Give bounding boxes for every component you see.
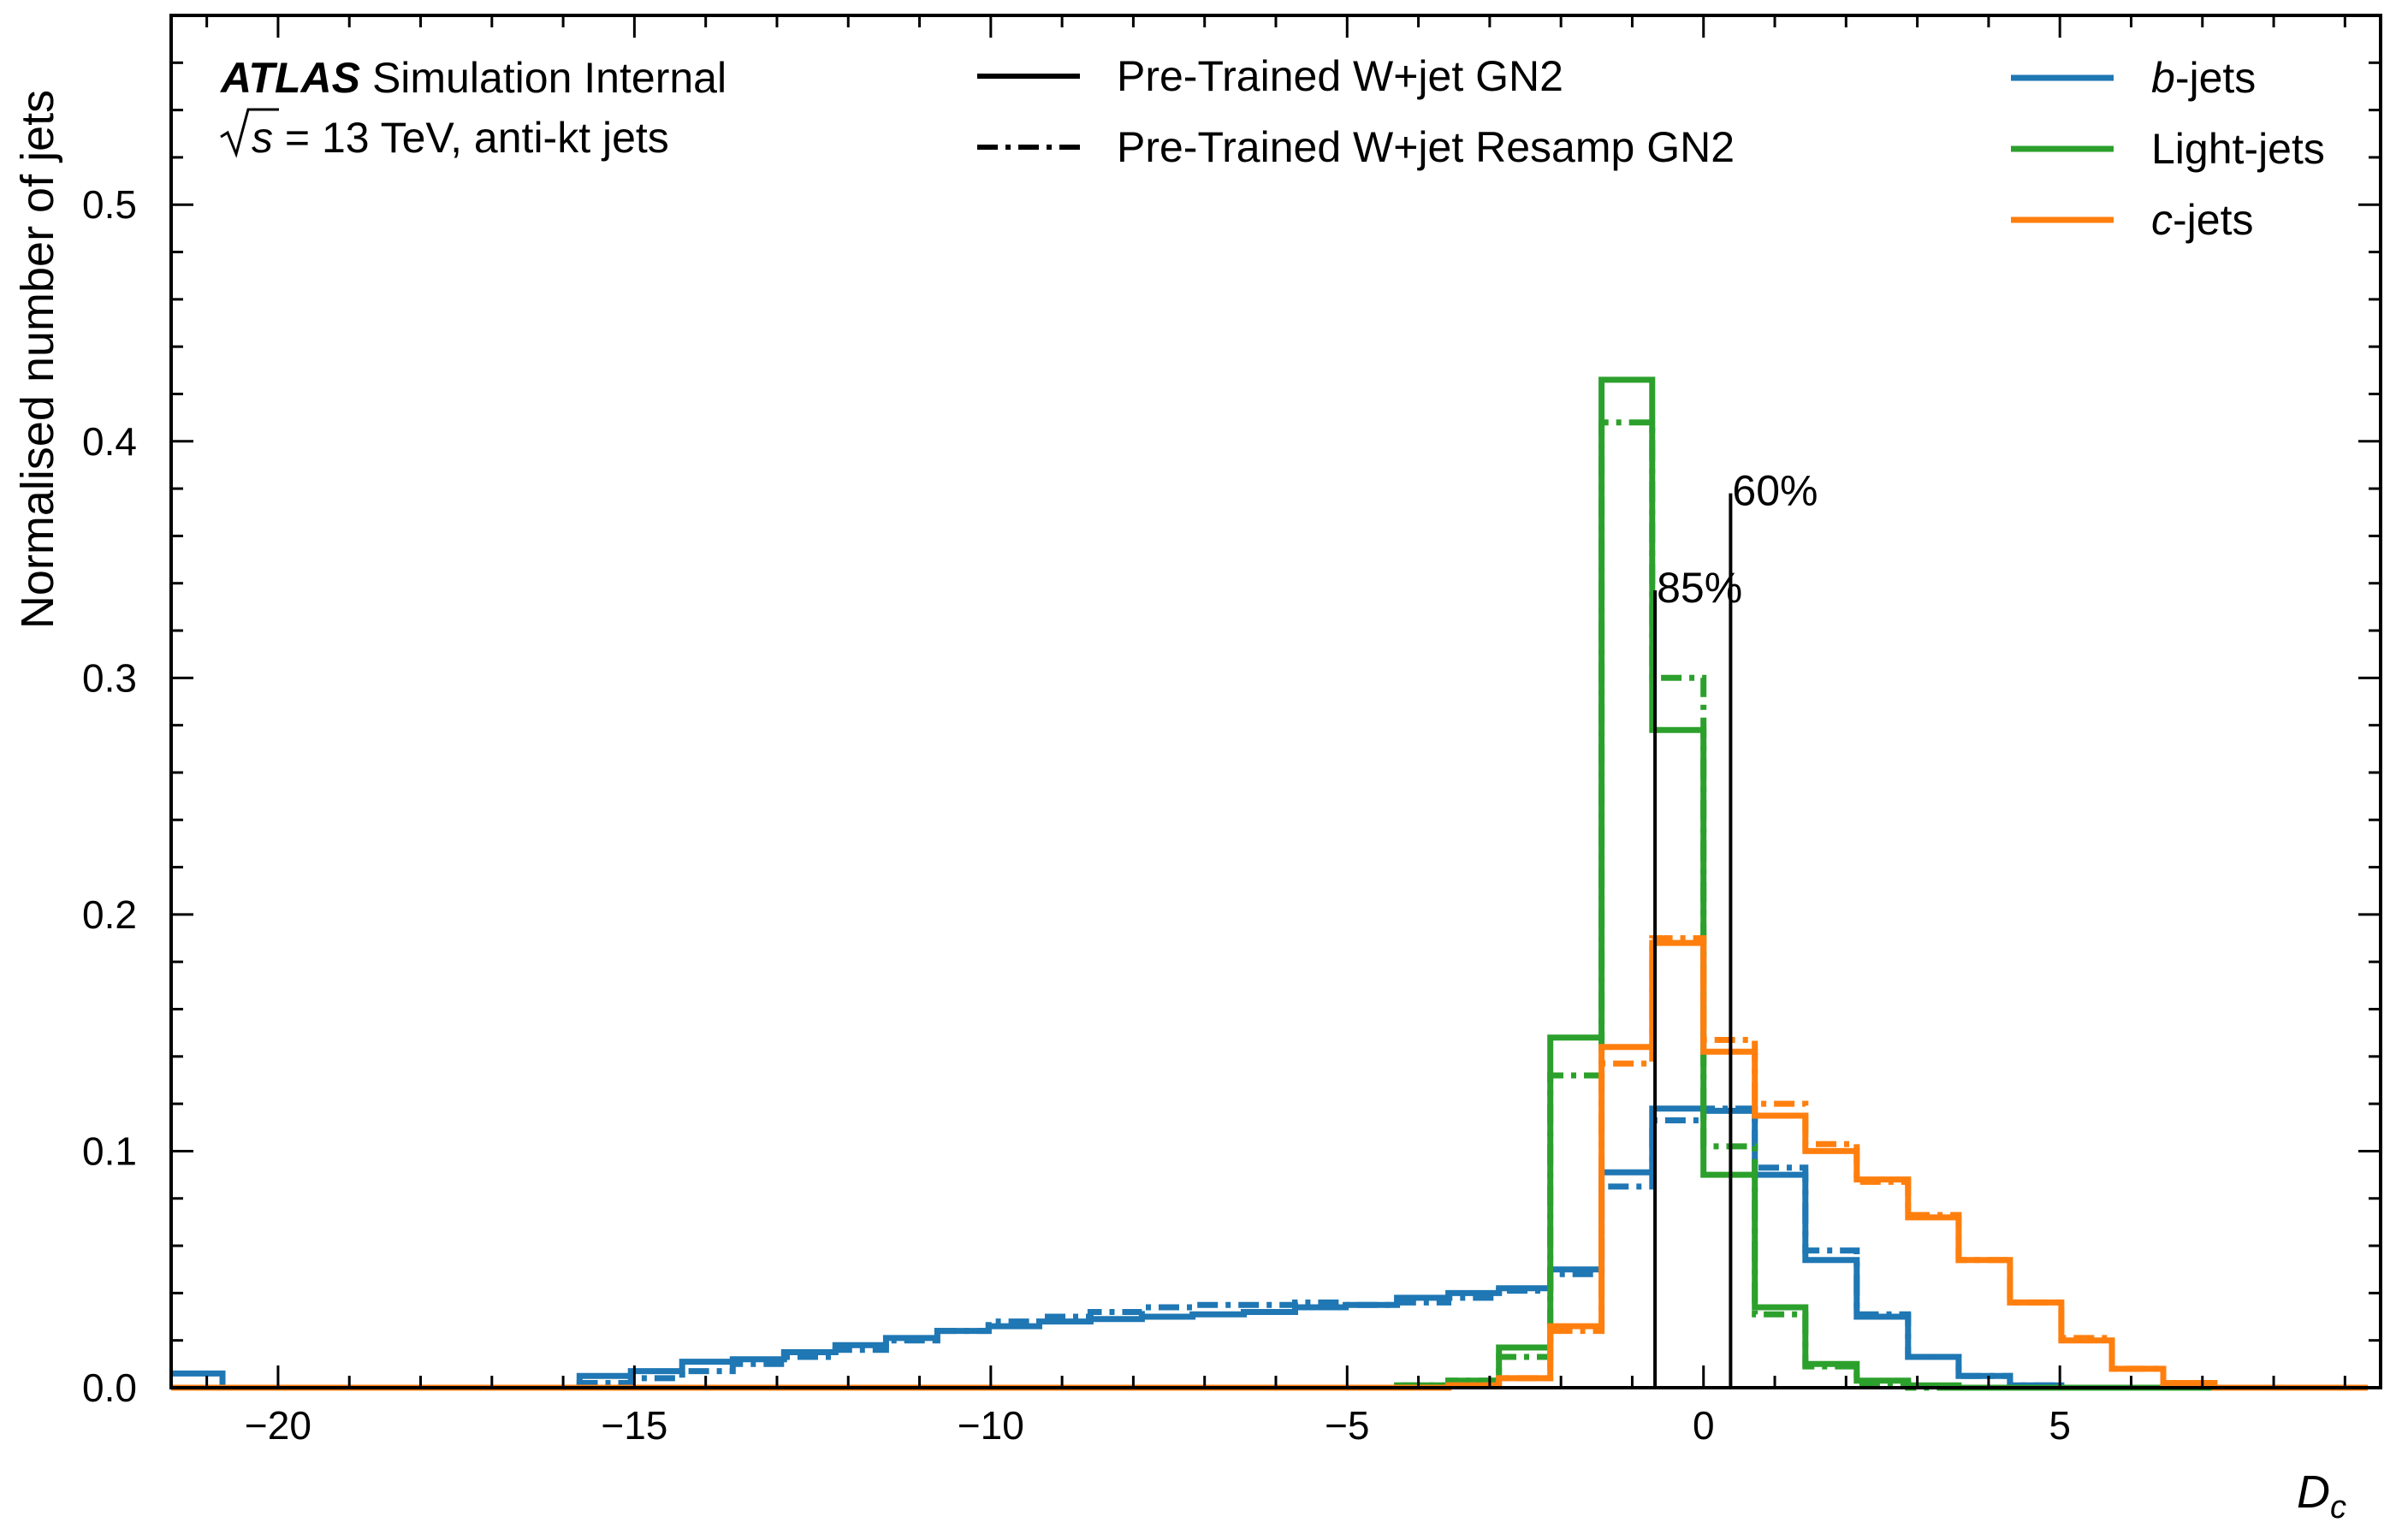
x-tick-label: −5 (1325, 1403, 1369, 1448)
atlas-text: ATLAS (219, 54, 360, 102)
x-tick-label: −20 (245, 1403, 311, 1448)
x-axis-title-subscript: c (2330, 1490, 2346, 1525)
y-tick-label: 0.1 (82, 1128, 137, 1173)
x-tick-label: −10 (958, 1403, 1024, 1448)
energy-text: = 13 TeV, anti-kt jets (273, 114, 669, 162)
legend-light-jets-label: Light-jets (2151, 125, 2325, 173)
energy-symbol: s (252, 114, 273, 162)
legend-c-jets-label: c-jets (2151, 196, 2253, 244)
line-style-legend: Pre-Trained W+jet GN2 Pre-Trained W+jet … (977, 52, 1735, 171)
plot-frame (169, 14, 2382, 1389)
axis-tick-labels: −20 −15 −10 −5 0 5 0.0 0.1 0.2 0.3 0.4 0.5 (82, 182, 2071, 1448)
legend-solid-label: Pre-Trained W+jet GN2 (1117, 52, 1563, 100)
y-tick-label: 0.3 (82, 655, 137, 700)
legend-c-jets-suffix: -jets (2173, 196, 2253, 244)
flavour-legend: b-jets Light-jets c-jets (2011, 54, 2325, 244)
working-point-markers: 85% 60% (1653, 467, 1818, 1388)
legend-dashdot-label: Pre-Trained W+jet Resamp GN2 (1117, 123, 1735, 171)
series-b-jets-solid (171, 1105, 2368, 1391)
y-tick-label: 0.4 (82, 419, 137, 464)
working-point-label-2: 60% (1732, 467, 1818, 515)
y-axis-title: Normalised number of jets (12, 90, 63, 629)
legend-c-jets-italic: c (2151, 196, 2173, 244)
y-tick-label: 0.0 (82, 1365, 137, 1410)
legend-b-jets-label: b-jets (2151, 54, 2256, 102)
x-tick-label: 5 (2049, 1403, 2071, 1448)
x-axis-title-main: D (2297, 1466, 2330, 1518)
series-b-jets-dashdot (171, 1105, 2368, 1391)
y-tick-label: 0.5 (82, 182, 137, 227)
sqrt-symbol (220, 108, 279, 158)
x-tick-label: −15 (601, 1403, 667, 1448)
atlas-label: ATLAS Simulation Internal s = 13 TeV, ant… (219, 54, 727, 162)
x-axis-title: Dc (2297, 1466, 2346, 1525)
working-point-label-1: 85% (1657, 564, 1742, 612)
legend-b-jets-italic: b (2151, 54, 2175, 102)
axis-ticks (171, 15, 2381, 1389)
legend-b-jets-suffix: -jets (2175, 54, 2256, 102)
atlas-status-text: Simulation Internal (372, 54, 727, 102)
x-tick-label: 0 (1693, 1403, 1715, 1448)
atlas-experiment-label: ATLAS Simulation Internal (219, 54, 727, 102)
energy-label: s = 13 TeV, anti-kt jets (252, 114, 669, 162)
y-tick-label: 0.2 (82, 892, 137, 937)
